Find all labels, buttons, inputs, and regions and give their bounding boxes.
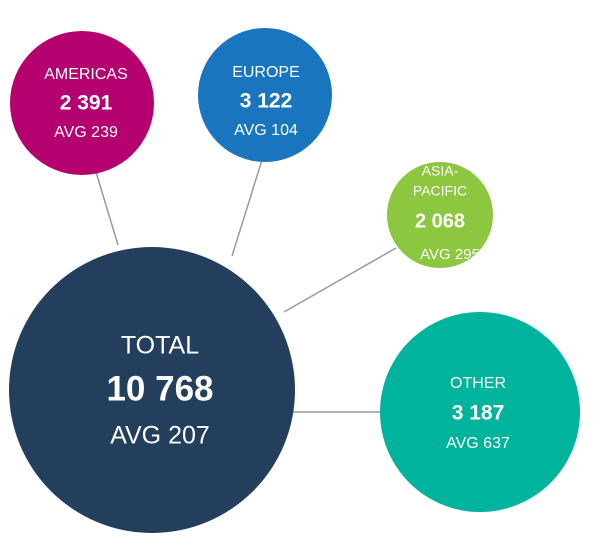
node-value: 10 768 bbox=[106, 369, 213, 408]
node-avg: AVG 207 bbox=[110, 422, 210, 450]
node-avg: AVG 104 bbox=[234, 122, 298, 139]
total-bubble bbox=[9, 247, 295, 533]
node-avg: AVG 637 bbox=[446, 435, 510, 452]
americas-bubble bbox=[10, 31, 154, 175]
node-avg: AVG 295 bbox=[420, 246, 480, 263]
connector bbox=[231, 159, 263, 257]
europe-bubble bbox=[198, 28, 332, 162]
other-bubble bbox=[380, 312, 580, 512]
node-value: 2 391 bbox=[60, 92, 113, 115]
node-label: ASIA- bbox=[422, 163, 459, 179]
node-label: AMERICAS bbox=[44, 66, 128, 83]
node-label: EUROPE bbox=[232, 64, 300, 81]
node-value: 3 187 bbox=[452, 402, 505, 425]
asia-pacific-bubble bbox=[387, 162, 493, 268]
node-avg: AVG 239 bbox=[54, 124, 118, 141]
node-label: PACIFIC bbox=[413, 183, 467, 199]
node-label: TOTAL bbox=[121, 332, 199, 360]
connector bbox=[95, 171, 119, 246]
connector bbox=[283, 247, 397, 313]
node-value: 3 122 bbox=[240, 90, 293, 113]
node-label: OTHER bbox=[450, 375, 506, 392]
node-value: 2 068 bbox=[415, 210, 465, 232]
